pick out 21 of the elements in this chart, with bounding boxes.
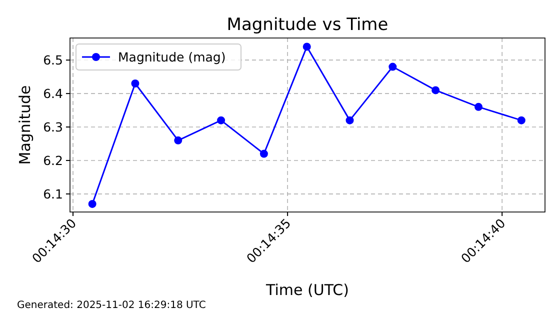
y-tick-label: 6.4 xyxy=(43,86,64,102)
legend-label: Magnitude (mag) xyxy=(118,50,226,64)
point xyxy=(346,116,354,124)
point xyxy=(302,42,311,51)
point xyxy=(388,62,397,71)
x-axis-title: Time (UTC) xyxy=(265,281,349,299)
point xyxy=(131,80,140,88)
y-tick-label: 6.1 xyxy=(43,186,63,202)
y-tick-label: 6.3 xyxy=(43,120,63,135)
point xyxy=(88,200,96,208)
point xyxy=(474,102,482,111)
y-tick-label: 6.2 xyxy=(43,152,63,168)
chart-title: Magnitude vs Time xyxy=(226,15,388,35)
y-tick-label: 6.5 xyxy=(43,52,63,68)
point xyxy=(517,116,526,124)
point xyxy=(217,116,226,124)
y-axis-title: Magnitude xyxy=(16,85,34,165)
point xyxy=(260,150,268,158)
text: Generated: 2025-11-02 16:29:18 UTC xyxy=(17,300,206,311)
point xyxy=(174,136,182,144)
point xyxy=(432,86,440,94)
